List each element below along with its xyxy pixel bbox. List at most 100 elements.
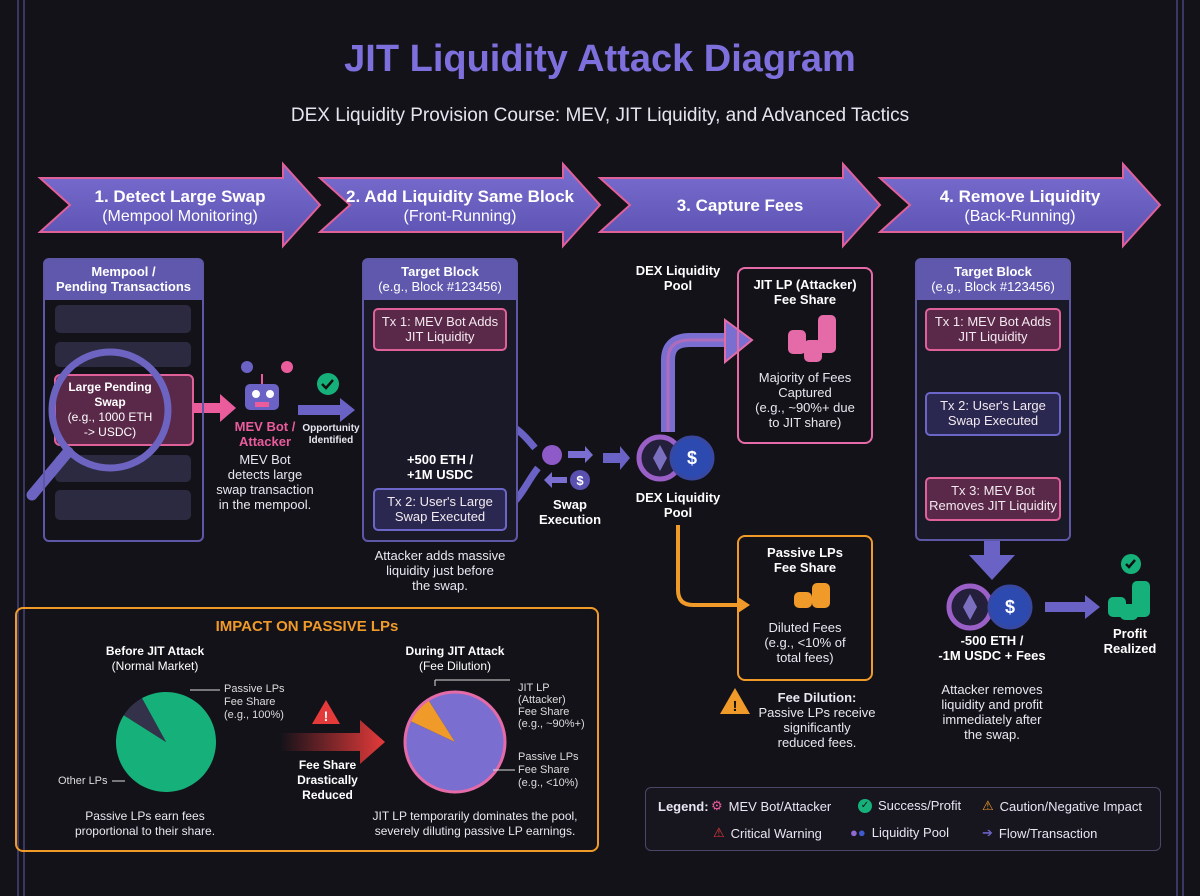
block-header: Target Block (e.g., Block #123456) <box>364 260 516 300</box>
legend-bot: ⚙ MEV Bot/Attacker <box>711 798 832 814</box>
reduction-arrow <box>280 720 385 764</box>
frame-line <box>1182 0 1184 896</box>
tx1-add-liquidity: Tx 1: MEV Bot Adds JIT Liquidity <box>373 308 507 351</box>
check-icon <box>317 373 339 395</box>
tx1-add-liquidity: Tx 1: MEV Bot Adds JIT Liquidity <box>925 308 1061 351</box>
during-desc: JIT LP temporarily dominates the pool, se… <box>372 809 578 838</box>
legend-success: ✓ Success/Profit <box>858 798 961 813</box>
robot-icon <box>241 361 293 410</box>
pie-slice-other <box>123 698 166 742</box>
arrow-to-jit <box>661 333 730 432</box>
step-label: 4. Remove Liquidity <box>939 187 1101 206</box>
opportunity-label: Opportunity Identified <box>302 423 360 446</box>
jit-desc: Majority of Fees Captured (e.g., ~90%+ due… <box>755 370 855 430</box>
liquidity-pool-icon-4: $ <box>946 583 1033 631</box>
step-chevrons <box>37 161 1162 249</box>
chevron-4 <box>877 161 1162 249</box>
passive-desc: Diluted Fees (e.g., <10% of total fees) <box>764 620 846 665</box>
legend-critical: ⚠ Critical Warning <box>713 825 822 841</box>
jit-fee-share-box: JIT LP (Attacker) Fee Share Majority of F… <box>737 267 873 444</box>
fee-dilution-note: Fee Dilution: Passive LPs receive signific… <box>758 690 876 750</box>
chevron-2 <box>317 161 602 249</box>
liquidity-pool-icon-3: $ <box>636 434 715 482</box>
mempool-header: Mempool / Pending Transactions <box>45 260 202 300</box>
pending-swap-label: Large Pending Swap (e.g., 1000 ETH -> USDC) <box>67 380 153 439</box>
arrow-remove-down <box>969 522 1015 580</box>
during-title: During JIT Attack (Fee Dilution) <box>405 644 505 673</box>
remove-amount: -500 ETH / -1M USDC + Fees <box>938 633 1046 663</box>
check-icon <box>1121 554 1141 574</box>
arrow-to-bot <box>193 394 236 422</box>
arrow-opportunity <box>298 398 355 422</box>
frame-line <box>23 0 25 896</box>
before-desc: Passive LPs earn fees proportional to the… <box>74 809 216 838</box>
pie-slice-passive <box>115 692 216 793</box>
legend: Legend: ⚙ MEV Bot/Attacker ✓ Success/Profi… <box>645 787 1161 851</box>
check-icon: ✓ <box>858 798 872 813</box>
step-label: 1. Detect Large Swap <box>94 187 266 206</box>
frame-line <box>17 0 19 896</box>
passive-title: Passive LPs Fee Share <box>767 545 843 575</box>
coins-green-icon <box>1108 581 1150 620</box>
pool-label-top: DEX Liquidity Pool <box>635 263 721 293</box>
legend-pool: ●● Liquidity Pool <box>850 825 950 840</box>
arrow-to-profit <box>1045 595 1100 619</box>
arrow-to-pool <box>603 446 630 470</box>
pie-during <box>403 690 507 794</box>
critical-warning-icon: ! <box>312 700 340 724</box>
profit-label: Profit Realized <box>1103 626 1157 656</box>
mev-bot-desc: MEV Bot detects large swap transaction in t… <box>216 452 314 512</box>
add-amount: +500 ETH / +1M USDC <box>406 452 474 482</box>
impact-title: IMPACT ON PASSIVE LPs <box>215 618 399 635</box>
liquidity-pool-icon: ●● <box>850 825 866 840</box>
during-jit-label: JIT LP (Attacker) Fee Share (e.g., ~90%+) <box>518 682 585 730</box>
mempool-panel: Mempool / Pending Transactions <box>43 258 204 542</box>
pie-slice-large <box>404 692 505 793</box>
legend-caution: ⚠ Caution/Negative Impact <box>982 798 1143 814</box>
pie-slice-small <box>409 699 455 742</box>
svg-text:!: ! <box>324 708 329 724</box>
pie-before <box>115 692 216 793</box>
reduction-label: Fee Share Drastically Reduced <box>297 758 358 802</box>
page-title: JIT Liquidity Attack Diagram <box>344 38 856 80</box>
legend-flow: ➔ Flow/Transaction <box>982 825 1098 841</box>
step-4: 4. Remove Liquidity (Back-Running) <box>900 187 1140 226</box>
before-title: Before JIT Attack (Normal Market) <box>105 644 205 673</box>
arrow-to-passive <box>676 525 740 607</box>
block2-desc: Attacker adds massive liquidity just befo… <box>374 548 506 593</box>
coins-pink-icon <box>788 315 836 362</box>
step-2: 2. Add Liquidity Same Block (Front-Runnin… <box>335 187 585 226</box>
step-label: 2. Add Liquidity Same Block <box>346 187 574 206</box>
svg-text:$: $ <box>687 448 697 468</box>
coins-orange-icon <box>794 583 830 608</box>
svg-text:$: $ <box>1005 597 1015 617</box>
robot-icon: ⚙ <box>711 798 723 813</box>
passive-fee-share-box: Passive LPs Fee Share Diluted Fees (e.g., … <box>737 535 873 681</box>
mev-bot-label: MEV Bot / Attacker <box>234 419 296 449</box>
pool-label: DEX Liquidity Pool <box>635 490 721 520</box>
tx2-user-swap: Tx 2: User's Large Swap Executed <box>925 392 1061 436</box>
svg-text:$: $ <box>576 473 584 488</box>
critical-warning-icon: ⚠ <box>713 825 725 840</box>
frame-line <box>1176 0 1178 896</box>
swap-execution-label: Swap Execution <box>538 497 602 527</box>
flow-arrow-icon: ➔ <box>982 825 993 840</box>
tx3-remove-liquidity: Tx 3: MEV Bot Removes JIT Liquidity <box>925 477 1061 521</box>
jit-title: JIT LP (Attacker) Fee Share <box>753 277 857 307</box>
svg-text:!: ! <box>733 698 738 715</box>
step-sub: (Back-Running) <box>964 208 1076 225</box>
chevron-3 <box>597 161 882 249</box>
magnifier-icon <box>26 348 172 501</box>
block4-desc: Attacker removes liquidity and profit imme… <box>941 682 1043 742</box>
before-passive-label: Passive LPs Fee Share (e.g., 100%) <box>224 683 285 721</box>
step-3: 3. Capture Fees <box>620 196 860 216</box>
pie-outline <box>403 690 507 794</box>
chevron-1 <box>37 161 322 249</box>
block-header: Target Block (e.g., Block #123456) <box>917 260 1069 300</box>
step-label: 3. Capture Fees <box>676 196 804 215</box>
legend-title: Legend: <box>658 799 709 814</box>
step-sub: (Mempool Monitoring) <box>102 208 258 225</box>
page-subtitle: DEX Liquidity Provision Course: MEV, JIT… <box>290 105 910 126</box>
step-1: 1. Detect Large Swap (Mempool Monitoring) <box>60 187 300 226</box>
